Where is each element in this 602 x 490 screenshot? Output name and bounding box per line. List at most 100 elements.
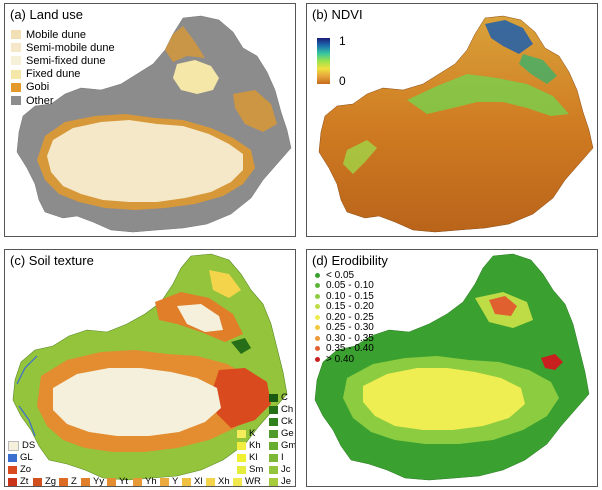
legend-swatch <box>315 293 320 299</box>
north-desert-sand <box>177 304 223 332</box>
soil-texture-title: (c) Soil texture <box>10 253 94 268</box>
legend-label: Zo <box>20 464 32 475</box>
legend-label: K <box>249 428 256 439</box>
legend-swatch <box>269 417 278 426</box>
erodibility-panel: (d) Erodibility < 0.05 0.05 - 0.10 0.10 … <box>306 249 598 487</box>
soil-code-item: Je <box>269 476 291 486</box>
soil-code-item: C <box>269 392 288 403</box>
legend-swatch <box>315 283 320 289</box>
legend-swatch <box>11 69 21 79</box>
ndvi-map <box>318 15 594 233</box>
legend-item: < 0.05 <box>315 270 374 281</box>
legend-label: Mobile dune <box>26 28 86 41</box>
soil-code-item: K <box>237 428 255 439</box>
soil-code-item: DS <box>8 440 35 451</box>
legend-label: 0.30 - 0.35 <box>326 332 374 344</box>
north-high-spot <box>489 296 517 316</box>
east-high-spot <box>541 354 563 370</box>
legend-item: 0.35 - 0.40 <box>315 343 374 354</box>
legend-swatch <box>107 477 116 486</box>
legend-swatch <box>182 477 191 486</box>
soil-code-item: Xl <box>182 476 202 486</box>
soil-code-item: Zt <box>8 476 29 487</box>
legend-swatch <box>315 346 320 352</box>
legend-label: Yt <box>119 476 128 487</box>
soil-code-item: Ch <box>269 404 293 415</box>
legend-swatch <box>315 304 320 310</box>
legend-swatch <box>315 356 320 362</box>
legend-swatch <box>11 43 21 53</box>
soil-code-item: I <box>269 452 284 463</box>
legend-item: Mobile dune <box>11 28 115 41</box>
soil-code-item: Zo <box>8 464 31 475</box>
legend-item: 0.25 - 0.30 <box>315 322 374 334</box>
legend-label: 0.20 - 0.25 <box>326 311 374 323</box>
soil-code-item: Kl <box>237 452 257 463</box>
ndvi-min-label: 0 <box>339 74 346 88</box>
ndvi-colorbar <box>317 38 330 84</box>
soil-code-item: Yh <box>133 476 157 487</box>
legend-swatch <box>315 314 320 320</box>
soil-code-item: GL <box>8 452 33 463</box>
land-use-title: (a) Land use <box>10 7 83 22</box>
legend-label: DS <box>22 440 36 451</box>
legend-swatch <box>237 429 246 438</box>
legend-swatch <box>8 477 17 486</box>
legend-swatch <box>237 453 246 462</box>
legend-swatch <box>33 477 42 486</box>
legend-swatch <box>11 82 21 92</box>
legend-label: 0.10 - 0.15 <box>326 290 374 302</box>
ndvi-region <box>318 15 594 233</box>
soil-code-item: Z <box>59 476 77 487</box>
legend-label: Kl <box>249 452 258 463</box>
legend-label: Kh <box>249 440 261 451</box>
legend-swatch <box>237 465 246 474</box>
ndvi-max-label: 1 <box>339 34 346 48</box>
legend-swatch <box>133 477 142 486</box>
legend-swatch <box>8 453 17 462</box>
soil-code-item: Sm <box>237 464 263 475</box>
legend-label: Ck <box>281 416 293 427</box>
soil-code-item: Xh <box>206 476 230 486</box>
legend-swatch <box>315 272 320 278</box>
legend-item: Other <box>11 94 115 107</box>
legend-swatch <box>269 453 278 462</box>
soil-code-item: Zg <box>33 476 56 486</box>
legend-swatch <box>237 441 246 450</box>
erodibility-title: (d) Erodibility <box>312 253 388 268</box>
land-use-panel: (a) Land use Mobile dune Semi-mobile dun… <box>4 3 296 237</box>
legend-label: 0.25 - 0.30 <box>326 322 374 334</box>
legend-swatch <box>11 56 21 66</box>
legend-label: Yh <box>145 476 157 487</box>
legend-item: Gobi <box>11 81 115 94</box>
legend-swatch <box>269 477 278 486</box>
altai-vegetation <box>485 20 533 54</box>
legend-label: Ch <box>281 404 294 415</box>
legend-label: C <box>281 392 288 403</box>
soil-code-item: Y <box>160 476 178 486</box>
legend-swatch <box>233 477 242 486</box>
east-gobi <box>233 90 277 132</box>
legend-swatch <box>206 477 215 486</box>
land-use-map <box>16 15 292 233</box>
legend-swatch <box>315 335 320 341</box>
legend-swatch <box>59 477 68 486</box>
legend-label: Zt <box>20 476 29 487</box>
legend-swatch <box>160 477 169 486</box>
dark-green-patch <box>231 338 251 354</box>
soil-code-item: Ge <box>269 428 294 439</box>
yellow-patch <box>209 270 241 298</box>
legend-label: Z <box>71 476 77 487</box>
land-use-legend: Mobile dune Semi-mobile dune Semi-fixed … <box>11 28 115 107</box>
legend-label: Other <box>26 94 54 107</box>
junggar-dune <box>173 60 219 94</box>
taklimakan-dune <box>47 120 243 202</box>
south-oasis-belt <box>343 140 377 174</box>
ndvi-panel: (b) NDVI 1 0 <box>306 3 598 237</box>
ndvi-legend: 1 0 <box>317 34 357 90</box>
legend-swatch <box>269 405 278 414</box>
ndvi-title: (b) NDVI <box>312 7 363 22</box>
red-east-zone <box>211 368 271 428</box>
erodibility-legend: < 0.05 0.05 - 0.10 0.10 - 0.15 0.15 - 0.… <box>315 270 374 365</box>
legend-label: Jc <box>281 464 291 475</box>
